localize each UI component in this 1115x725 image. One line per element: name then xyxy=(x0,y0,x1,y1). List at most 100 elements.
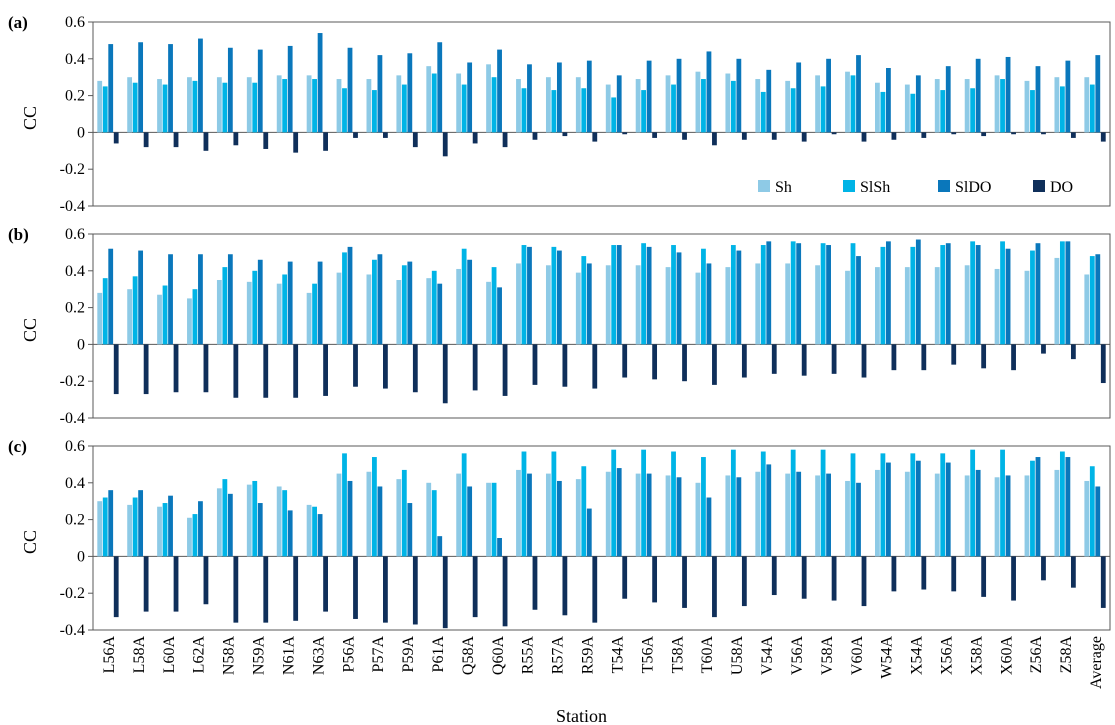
bar-slsh-x54a xyxy=(910,93,916,133)
category-label: P61A xyxy=(430,636,447,673)
y-tick-label: -0.4 xyxy=(60,622,85,639)
category-label: P57A xyxy=(370,636,387,673)
bar-sh-p61a xyxy=(426,278,432,345)
bar-sh-q58a xyxy=(456,473,462,557)
bar-do-p59a xyxy=(412,556,418,625)
bar-do-n61a xyxy=(293,556,299,621)
bar-slsh-v54a xyxy=(760,91,766,133)
bar-sldo-v56a xyxy=(796,62,802,133)
bar-slsh-n59a xyxy=(252,82,258,133)
bar-sh-l58a xyxy=(127,77,133,133)
bar-slsh-l56a xyxy=(102,278,108,345)
bar-sldo-l56a xyxy=(108,490,114,557)
panel-frame-0 xyxy=(92,21,1111,207)
bar-do-p61a xyxy=(442,344,448,404)
panel-frame-2 xyxy=(92,445,1111,631)
bar-sh-x56a xyxy=(934,473,940,557)
bar-sldo-t56a xyxy=(646,246,652,345)
bar-slsh-w54a xyxy=(880,246,886,345)
bar-sh-p59a xyxy=(396,479,402,557)
bar-sldo-p61a xyxy=(437,536,443,557)
bar-slsh-x58a xyxy=(970,449,976,557)
y-tick-label: 0.4 xyxy=(65,475,85,492)
bar-sh-x58a xyxy=(964,265,970,345)
bar-slsh-p57a xyxy=(372,259,377,345)
bar-sldo-p61a xyxy=(437,42,443,133)
category-label: V54A xyxy=(759,636,776,676)
bar-slsh-p61a xyxy=(431,490,437,557)
bar-sldo-t56a xyxy=(646,473,652,557)
bar-sldo-l62a xyxy=(198,38,203,133)
bar-do-t54a xyxy=(622,344,628,378)
bar-do-z58a xyxy=(1070,132,1076,138)
bar-do-x56a xyxy=(951,344,957,365)
bar-sh-l60a xyxy=(157,506,162,557)
bar-sldo-v58a xyxy=(826,245,831,345)
bar-do-v58a xyxy=(831,556,837,601)
category-label: L56A xyxy=(101,636,118,674)
category-label: Q58A xyxy=(460,636,477,676)
legend-label-sldo: SlDO xyxy=(955,179,991,196)
bar-do-l60a xyxy=(173,556,179,612)
bar-sh-x60a xyxy=(994,268,1000,345)
category-label: R55A xyxy=(520,636,537,675)
bar-sh-n63a xyxy=(306,75,312,133)
category-label: L58A xyxy=(131,636,148,674)
bar-slsh-x56a xyxy=(940,90,946,133)
bar-do-n58a xyxy=(233,344,239,398)
bar-sh-u58a xyxy=(725,475,731,557)
bar-slsh-t58a xyxy=(671,245,676,345)
bar-slsh-n61a xyxy=(282,490,288,557)
bar-slsh-q60a xyxy=(491,267,497,345)
category-label: Average xyxy=(1088,636,1105,689)
category-label: U58A xyxy=(729,636,746,676)
y-tick-label: -0.2 xyxy=(60,585,85,602)
bar-slsh-x54a xyxy=(910,246,916,345)
category-label: N63A xyxy=(310,636,327,676)
bar-slsh-l56a xyxy=(102,497,108,557)
bar-slsh-n58a xyxy=(222,479,228,557)
bar-slsh-x56a xyxy=(940,245,946,345)
bar-sh-r59a xyxy=(575,272,581,345)
bar-sldo-u58a xyxy=(736,58,742,133)
bar-slsh-x56a xyxy=(940,453,946,557)
bar-do-x56a xyxy=(951,556,957,592)
bar-sh-q60a xyxy=(486,281,491,345)
y-tick-label: -0.2 xyxy=(60,161,85,178)
bar-slsh-p61a xyxy=(431,73,437,133)
bar-do-r57a xyxy=(562,132,568,137)
bar-sldo-q58a xyxy=(467,259,473,345)
x-axis-title: Station xyxy=(556,706,607,725)
bar-sh-t60a xyxy=(695,71,701,133)
bar-do-v56a xyxy=(801,344,807,376)
y-tick-label: 0.6 xyxy=(65,226,85,243)
bar-slsh-x58a xyxy=(970,88,976,133)
bar-sh-w54a xyxy=(875,469,880,557)
bar-sldo-t58a xyxy=(676,252,682,345)
y-tick-label: 0.6 xyxy=(65,14,85,31)
bar-slsh-v58a xyxy=(820,449,826,557)
bar-do-t60a xyxy=(712,344,717,385)
bar-sh-t58a xyxy=(665,475,671,557)
bar-slsh-z58a xyxy=(1059,451,1065,557)
bar-slsh-t60a xyxy=(701,248,706,345)
bar-slsh-u58a xyxy=(730,245,736,345)
bar-sldo-l58a xyxy=(138,490,144,557)
bar-sldo-n63a xyxy=(317,514,323,557)
bar-do-average xyxy=(1100,344,1106,384)
bar-sldo-x54a xyxy=(915,239,921,345)
bar-sldo-x54a xyxy=(915,75,921,133)
bar-sldo-average xyxy=(1095,486,1101,557)
bar-sldo-x54a xyxy=(915,460,921,557)
bar-do-l58a xyxy=(143,344,149,395)
y-tick-label: 0.2 xyxy=(65,300,85,317)
bar-sh-l60a xyxy=(157,79,162,133)
bar-sldo-z58a xyxy=(1065,457,1071,557)
bar-slsh-p57a xyxy=(372,457,377,557)
bar-slsh-t54a xyxy=(611,449,617,557)
bar-sldo-p59a xyxy=(407,53,413,133)
bar-slsh-v56a xyxy=(790,88,796,133)
bar-sldo-t60a xyxy=(706,497,712,557)
bar-slsh-r57a xyxy=(551,246,557,345)
bar-sldo-v58a xyxy=(826,58,831,133)
